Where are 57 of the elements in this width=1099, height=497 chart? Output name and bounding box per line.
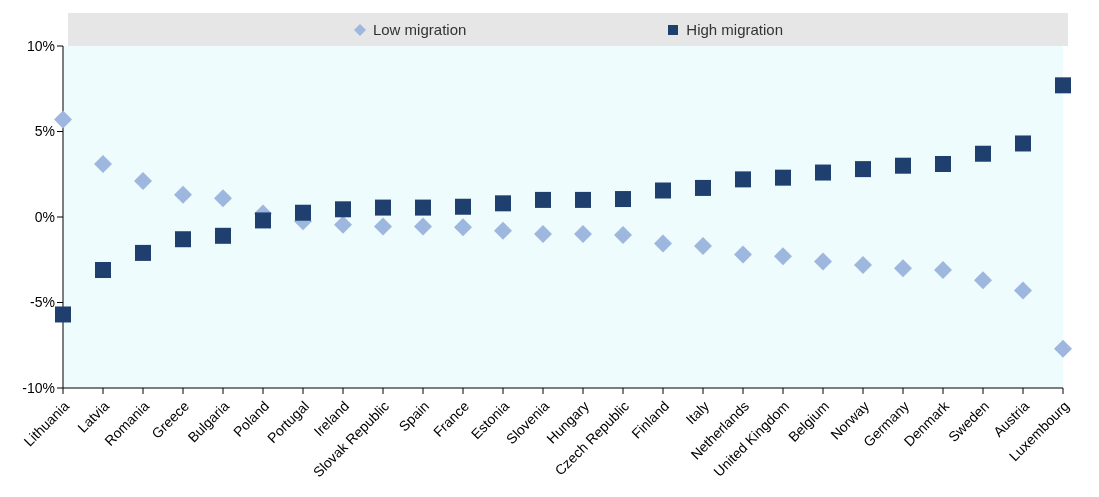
point — [375, 199, 391, 216]
point — [255, 212, 271, 229]
point — [334, 215, 352, 234]
point — [575, 191, 591, 208]
point — [534, 225, 552, 244]
point — [455, 198, 471, 215]
point — [335, 201, 351, 218]
point — [735, 171, 751, 188]
point — [854, 255, 872, 274]
point — [815, 164, 831, 181]
point — [1055, 77, 1071, 94]
point — [574, 225, 592, 244]
point — [135, 244, 151, 261]
point — [134, 172, 152, 191]
point — [415, 199, 431, 216]
point — [94, 154, 112, 173]
point — [535, 191, 551, 208]
y-tick-label: 10% — [26, 37, 55, 54]
y-tick-label: -10% — [22, 379, 55, 396]
point — [55, 306, 71, 323]
point — [614, 225, 632, 244]
legend-label: Low migration — [372, 21, 467, 38]
point — [615, 191, 631, 208]
point — [1014, 281, 1032, 300]
point — [215, 227, 231, 244]
point — [174, 185, 192, 204]
point — [775, 169, 791, 186]
point — [695, 179, 711, 196]
point — [855, 161, 871, 178]
y-tick-label: -5% — [30, 294, 55, 311]
point — [495, 195, 511, 212]
point — [1054, 339, 1072, 358]
point — [1015, 135, 1031, 152]
point — [654, 234, 672, 253]
point — [734, 245, 752, 264]
point — [214, 189, 232, 208]
point — [54, 110, 72, 129]
point — [774, 247, 792, 266]
point — [295, 204, 311, 221]
point — [935, 155, 951, 172]
point — [934, 261, 952, 280]
point — [175, 231, 191, 248]
point — [414, 217, 432, 236]
point — [814, 252, 832, 271]
point — [974, 271, 992, 290]
point — [894, 259, 912, 278]
point — [494, 221, 512, 240]
point — [374, 217, 392, 236]
legend-label: High migration — [686, 21, 784, 38]
point — [454, 218, 472, 237]
point — [975, 145, 991, 162]
point — [895, 157, 911, 174]
point — [655, 182, 671, 199]
point — [95, 262, 111, 279]
y-tick-label: 5% — [34, 123, 55, 140]
point — [694, 237, 712, 256]
y-tick-label: 0% — [34, 208, 55, 225]
